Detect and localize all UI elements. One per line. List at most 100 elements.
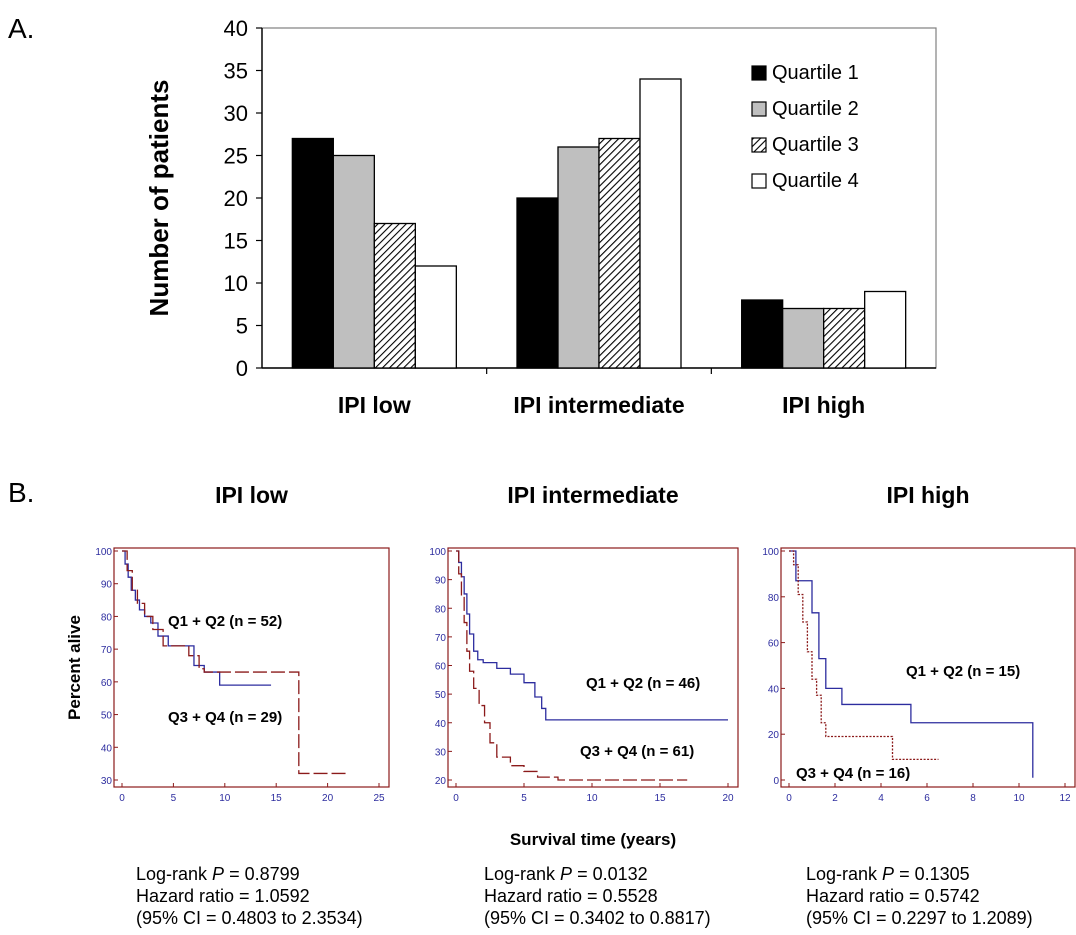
km-x-tick-label: 15 xyxy=(271,793,283,804)
km-x-tick-label: 0 xyxy=(786,793,792,804)
y-tick-label: 35 xyxy=(224,59,248,84)
bar xyxy=(414,265,457,369)
km-y-tick-label: 100 xyxy=(95,547,112,558)
km-x-tick-label: 8 xyxy=(970,793,976,804)
confidence-interval: (95% CI = 0.3402 to 0.8817) xyxy=(484,908,711,928)
panel-b-letter: B. xyxy=(8,477,34,508)
km-panel: IPI high 0 20 40 60 80 100 0 2 4 6 8 10 12 Q1 + Q2 (n … xyxy=(762,482,1076,804)
curve-label: Q1 + Q2 (n = 52) xyxy=(168,613,282,630)
survival-curve xyxy=(122,550,349,775)
hazard-ratio: Hazard ratio = 0.5742 xyxy=(806,886,980,906)
km-y-tick-label: 20 xyxy=(435,776,447,787)
km-y-tick-label: 70 xyxy=(435,633,447,644)
legend-label: Quartile 4 xyxy=(772,170,859,192)
km-y-tick-label: 40 xyxy=(435,719,447,730)
p-symbol: P xyxy=(560,864,573,884)
y-tick-label: 10 xyxy=(224,271,248,296)
km-y-tick-label: 60 xyxy=(768,639,780,650)
curve-label: Q3 + Q4 (n = 29) xyxy=(168,709,282,726)
km-y-tick-label: 80 xyxy=(101,612,113,623)
km-panel: IPI low 30 40 50 60 70 80 90 100 0 5 10 15 20 25 Q1 + Q… xyxy=(65,482,390,804)
panel-a-letter: A. xyxy=(8,13,34,44)
km-y-tick-label: 80 xyxy=(768,593,780,604)
curve-label: Q1 + Q2 (n = 15) xyxy=(906,663,1020,680)
km-x-tick-label: 5 xyxy=(521,793,527,804)
stats-ipi-low: Log-rank P = 0.8799 Hazard ratio = 1.059… xyxy=(136,863,363,929)
km-y-tick-label: 60 xyxy=(101,678,113,689)
km-plot-frame xyxy=(113,547,390,788)
km-x-tick-label: 0 xyxy=(119,793,125,804)
p-symbol: P xyxy=(212,864,225,884)
logrank-line: Log-rank P = 0.1305 xyxy=(806,863,1033,885)
y-tick-label: 20 xyxy=(224,186,248,211)
bar xyxy=(516,197,559,369)
curve-label: Q1 + Q2 (n = 46) xyxy=(586,675,700,692)
km-y-tick-label: 30 xyxy=(101,776,113,787)
logrank-line: Log-rank P = 0.0132 xyxy=(484,863,711,885)
stats-ipi-intermediate: Log-rank P = 0.0132 Hazard ratio = 0.552… xyxy=(484,863,711,929)
survival-curve xyxy=(456,550,728,721)
km-plot-frame xyxy=(780,547,1076,788)
km-y-axis-label: Percent alive xyxy=(65,615,84,720)
bar xyxy=(332,154,375,369)
survival-curve xyxy=(456,550,688,781)
logrank-line: Log-rank P = 0.8799 xyxy=(136,863,363,885)
km-title: IPI high xyxy=(886,482,969,508)
logrank-value: = 0.0132 xyxy=(572,864,648,884)
km-y-tick-label: 90 xyxy=(101,580,113,591)
km-x-tick-label: 25 xyxy=(373,793,385,804)
legend-swatch xyxy=(751,65,767,81)
km-panel: IPI intermediate 20 30 40 50 60 70 80 90 100 0 5 10 1… xyxy=(429,482,739,849)
km-x-tick-label: 10 xyxy=(219,793,231,804)
km-title: IPI low xyxy=(215,482,288,508)
km-x-tick-label: 2 xyxy=(832,793,838,804)
logrank-label: Log-rank xyxy=(806,864,883,884)
bar xyxy=(864,290,907,369)
km-y-tick-label: 70 xyxy=(101,645,113,656)
legend-swatch xyxy=(751,101,767,117)
y-tick-label: 25 xyxy=(224,144,248,169)
km-y-tick-label: 90 xyxy=(435,576,447,587)
y-tick-label: 5 xyxy=(236,314,248,339)
survival-curve xyxy=(789,550,939,761)
km-y-tick-label: 80 xyxy=(435,604,447,615)
bar xyxy=(823,307,866,369)
bar xyxy=(598,137,641,369)
km-y-tick-label: 0 xyxy=(773,776,779,787)
legend-swatch xyxy=(751,137,767,153)
km-x-tick-label: 12 xyxy=(1059,793,1071,804)
bar-chart: 0 5 10 15 20 25 30 35 40 Number of patients IPI lo… xyxy=(144,16,937,418)
km-x-tick-label: 10 xyxy=(1013,793,1025,804)
legend-swatch xyxy=(751,173,767,189)
survival-curve xyxy=(789,550,1034,778)
km-y-tick-label: 40 xyxy=(768,684,780,695)
km-x-tick-label: 20 xyxy=(322,793,334,804)
y-axis-label: Number of patients xyxy=(144,80,174,317)
y-tick-label: 30 xyxy=(224,101,248,126)
curve-label: Q3 + Q4 (n = 61) xyxy=(580,743,694,760)
km-x-tick-label: 15 xyxy=(654,793,666,804)
km-y-tick-label: 50 xyxy=(101,711,113,722)
km-x-tick-label: 0 xyxy=(453,793,459,804)
logrank-value: = 0.1305 xyxy=(894,864,970,884)
bar xyxy=(782,307,825,369)
category-label: IPI high xyxy=(782,392,865,418)
bar xyxy=(291,137,334,369)
logrank-label: Log-rank xyxy=(484,864,561,884)
bar xyxy=(639,78,682,369)
km-x-tick-label: 20 xyxy=(722,793,734,804)
km-x-axis-label: Survival time (years) xyxy=(510,830,676,849)
logrank-label: Log-rank xyxy=(136,864,213,884)
km-y-tick-label: 100 xyxy=(429,547,446,558)
bar xyxy=(741,299,784,369)
confidence-interval: (95% CI = 0.2297 to 1.2089) xyxy=(806,908,1033,928)
km-y-tick-label: 40 xyxy=(101,743,113,754)
category-label: IPI low xyxy=(338,392,411,418)
legend: Quartile 1 Quartile 2 Quartile 3 Quartile 4 xyxy=(751,62,859,192)
y-tick-label: 15 xyxy=(224,229,248,254)
legend-label: Quartile 3 xyxy=(772,134,859,156)
km-x-tick-label: 4 xyxy=(878,793,884,804)
km-x-tick-label: 10 xyxy=(586,793,598,804)
